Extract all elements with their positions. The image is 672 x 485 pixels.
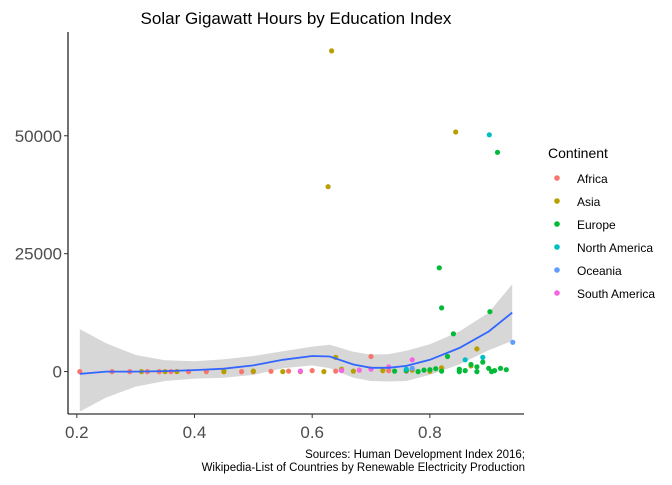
legend-label: Oceania: [577, 264, 622, 278]
data-point-south-america: [297, 368, 303, 374]
data-point-europe: [456, 369, 462, 375]
legend: Continent Africa Asia Europe North America O…: [548, 145, 655, 301]
confidence-ribbon-layer: [79, 284, 513, 412]
data-point-south-america: [409, 357, 415, 363]
caption-line-2: Wikipedia-List of Countries by Renewable…: [202, 462, 525, 474]
x-tick-label: 0.4: [183, 423, 207, 442]
data-point-africa: [268, 368, 274, 374]
data-point-europe: [480, 359, 486, 365]
data-point-europe: [427, 367, 433, 373]
data-point-asia: [350, 368, 356, 374]
data-point-south-america: [339, 368, 345, 374]
data-point-asia: [474, 346, 480, 352]
data-point-asia: [329, 48, 335, 54]
y-tick-label: 50000: [15, 127, 62, 146]
data-point-europe: [487, 309, 493, 315]
smooth-line-layer: [79, 311, 513, 375]
y-tick-label: 25000: [15, 245, 62, 264]
data-point-africa: [333, 368, 339, 374]
data-point-africa: [309, 368, 315, 374]
legend-key-oceania: [554, 267, 560, 273]
data-point-europe: [474, 369, 480, 375]
data-point-south-america: [356, 367, 362, 373]
legend-key-north-america: [554, 244, 560, 250]
data-point-africa: [386, 368, 392, 374]
legend-label: Europe: [577, 218, 616, 232]
data-point-asia: [321, 369, 327, 375]
data-point-north-america: [403, 366, 409, 372]
y-tick-label: 0: [53, 363, 62, 382]
data-point-europe: [462, 368, 468, 374]
data-point-north-america: [480, 354, 486, 360]
legend-title: Continent: [548, 145, 608, 161]
legend-label: Asia: [577, 195, 601, 209]
data-point-asia: [325, 184, 331, 190]
data-point-asia: [453, 129, 459, 135]
data-point-europe: [497, 365, 504, 371]
data-point-asia: [280, 369, 286, 375]
x-tick-label: 0.8: [418, 423, 442, 442]
data-point-oceania: [510, 339, 516, 345]
legend-key-africa: [554, 175, 560, 181]
smooth-trend-line: [79, 311, 513, 375]
x-tick-label: 0.2: [65, 423, 89, 442]
data-point-asia: [221, 369, 227, 375]
data-point-europe: [489, 369, 495, 375]
chart-title: Solar Gigawatt Hours by Education Index: [141, 9, 452, 28]
data-point-africa: [239, 369, 245, 375]
data-point-europe: [503, 367, 509, 373]
legend-label: North America: [577, 241, 653, 255]
data-point-europe: [433, 366, 439, 372]
legend-label: Africa: [577, 172, 608, 186]
data-point-oceania: [409, 365, 415, 371]
caption-line-1: Sources: Human Development Index 2016;: [305, 449, 525, 461]
data-point-africa: [368, 353, 374, 360]
data-point-europe: [439, 305, 445, 311]
data-point-europe: [450, 331, 456, 337]
data-point-europe: [439, 368, 445, 374]
data-point-asia: [380, 368, 386, 374]
legend-key-south-america: [554, 290, 560, 296]
x-tick-label: 0.6: [300, 423, 324, 442]
data-point-europe: [494, 149, 501, 155]
data-point-north-america: [462, 357, 468, 363]
legend-key-europe: [554, 221, 560, 227]
data-points-layer: [77, 48, 516, 375]
data-point-europe: [392, 368, 398, 374]
data-point-europe: [444, 353, 451, 360]
legend-key-asia: [554, 198, 560, 204]
legend-label: South America: [577, 287, 655, 301]
data-point-north-america: [486, 132, 492, 138]
data-point-europe: [421, 367, 427, 373]
data-point-africa: [286, 368, 292, 374]
axes-layer: 0.2 0.4 0.6 0.8 0 25000 50000: [15, 32, 524, 442]
data-point-europe: [415, 369, 421, 375]
confidence-ribbon: [79, 284, 513, 412]
data-point-europe: [468, 361, 474, 368]
data-point-asia: [250, 368, 256, 374]
data-point-europe: [474, 364, 480, 370]
data-point-europe: [436, 265, 442, 271]
